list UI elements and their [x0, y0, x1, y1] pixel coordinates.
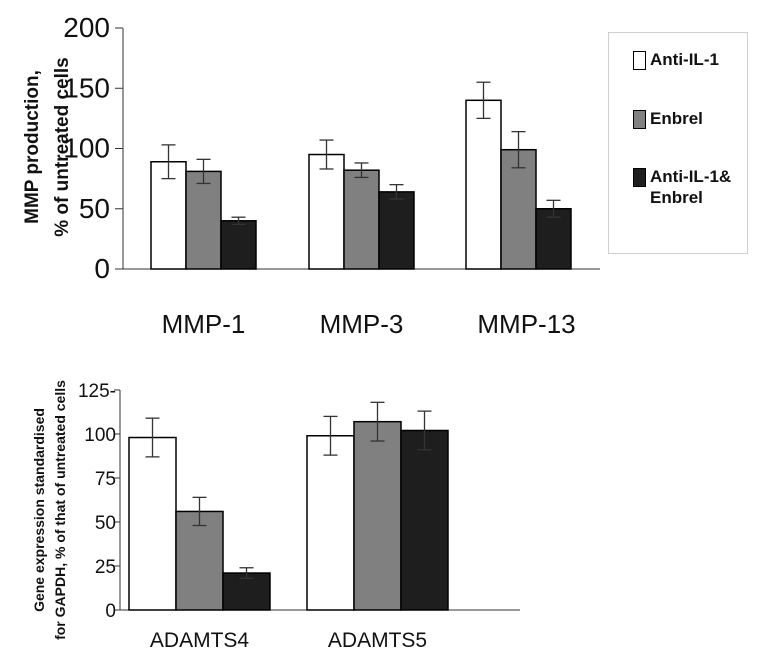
chart1-bar-mmp-1-anti-il-1-enbrel: [220, 220, 257, 270]
chart2-y-tick-label: 25: [95, 557, 116, 578]
chart1-bar-mmp-3-enbrel: [343, 169, 380, 270]
chart2-bar-adamts5-anti-il-1: [306, 435, 355, 611]
chart1-y-tick-label: 0: [94, 253, 110, 284]
chart2-y-tick-label: 0: [105, 601, 116, 622]
legend-label-combo: Anti-IL-1& Enbrel: [650, 167, 732, 207]
chart1-bar-mmp-1-enbrel: [185, 170, 222, 270]
legend-label-enbrel: Enbrel: [650, 109, 703, 128]
chart1-y-axis-title: MMP production,: [22, 70, 43, 224]
chart2-y-tick-label: 75: [95, 469, 116, 490]
chart1-bar-mmp-13-anti-il-1: [465, 99, 502, 270]
chart2-bar-adamts5-anti-il-1-enbrel: [400, 429, 449, 611]
chart1-bar-mmp-13-anti-il-1-enbrel: [535, 208, 572, 270]
chart2-y-tick-label: 100: [84, 425, 116, 446]
chart2-y-tick-label: 50: [95, 513, 116, 534]
chart1-bar-mmp-1-anti-il-1: [150, 161, 187, 270]
chart1-bar-mmp-3-anti-il-1: [308, 153, 345, 270]
chart1-category-label: MMP-3: [320, 309, 404, 339]
chart1-category-label: MMP-13: [477, 309, 575, 339]
chart1-y-tick-label: 100: [63, 133, 110, 164]
chart2-bar-adamts4-anti-il-1: [128, 436, 177, 611]
chart2-y-axis-title: Gene expression standardised: [31, 408, 47, 612]
chart2-y-tick-label: 125-: [78, 381, 116, 402]
chart1-bar-mmp-3-anti-il-1-enbrel: [378, 191, 415, 270]
chart2-category-label: ADAMTS4: [150, 629, 250, 652]
legend-item-enbrel: Enbrel: [633, 108, 703, 129]
chart1-y-tick-label: 50: [79, 193, 110, 224]
legend-swatch-enbrel: [633, 110, 646, 129]
legend-label-anti-il-1: Anti-IL-1: [650, 50, 719, 69]
legend: Anti-IL-1 Enbrel Anti-IL-1& Enbrel: [608, 32, 748, 254]
chart1-y-tick-label: 200: [63, 12, 110, 43]
legend-item-anti-il-1: Anti-IL-1: [633, 49, 719, 70]
chart2-category-label: ADAMTS5: [328, 629, 427, 652]
chart1-category-label: MMP-1: [162, 309, 246, 339]
chart1-y-axis-title: % of untreated cells: [52, 57, 73, 237]
legend-item-combo: Anti-IL-1& Enbrel: [633, 166, 731, 208]
legend-swatch-anti-il-1: [633, 51, 646, 70]
chart2-bar-adamts4-enbrel: [175, 510, 224, 611]
chart1-bar-mmp-13-enbrel: [500, 148, 537, 270]
chart2-bar-adamts5-enbrel: [353, 420, 402, 611]
chart1-y-tick-label: 150: [63, 72, 110, 103]
legend-swatch-combo: [633, 168, 646, 187]
chart2-y-axis-title: for GAPDH, % of that of untreated cells: [52, 380, 68, 640]
